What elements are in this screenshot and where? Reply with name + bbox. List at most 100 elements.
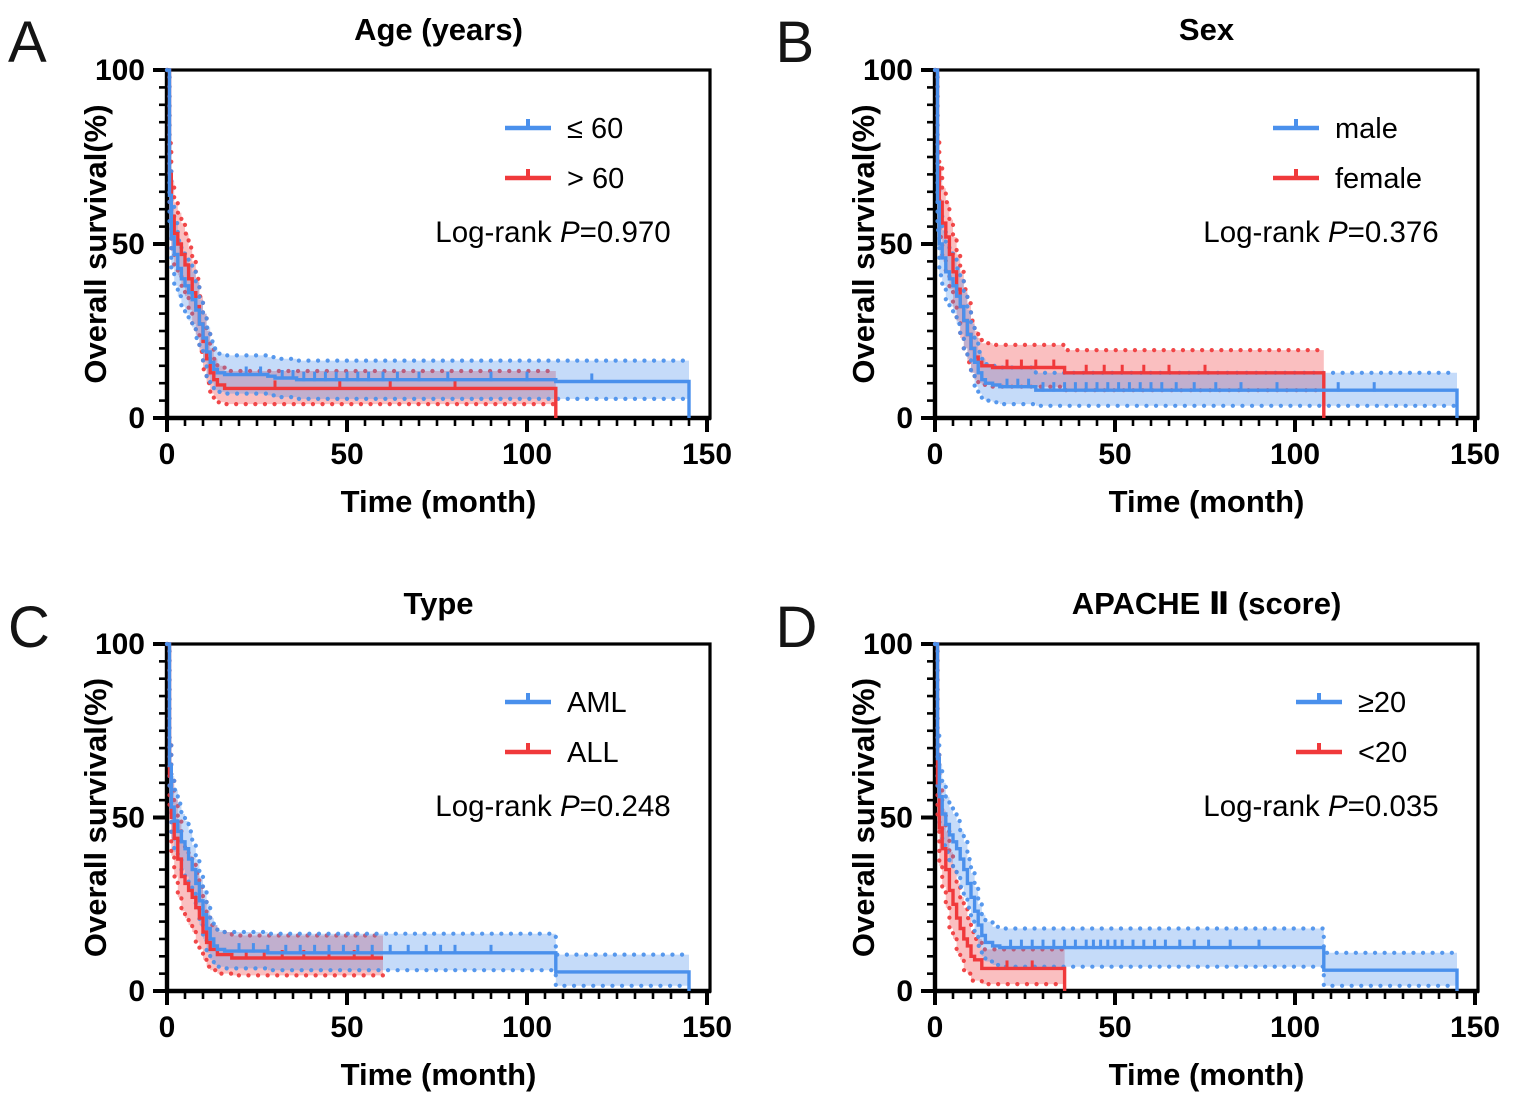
log-rank-annotation: Log-rank P=0.376 <box>1203 216 1438 249</box>
y-tick-label: 100 <box>95 54 145 87</box>
km-curve-red <box>167 68 558 418</box>
legend: AML ALL <box>505 687 627 769</box>
y-tick-label: 100 <box>862 54 912 87</box>
y-tick-label: 0 <box>128 402 145 435</box>
panel-letter-d: D <box>775 594 818 660</box>
censor-ticks-blue <box>1008 939 1260 949</box>
y-tick-label: 0 <box>896 402 913 435</box>
legend-label: male <box>1335 113 1398 145</box>
log-rank-annotation: Log-rank P=0.035 <box>1203 790 1438 823</box>
legend-label: <20 <box>1358 737 1407 769</box>
axis-ticks <box>920 641 1477 1005</box>
km-curve-blue <box>934 641 1459 991</box>
legend: male female <box>1272 113 1422 195</box>
legend-label: ≤ 60 <box>567 113 623 145</box>
ci-band-blue <box>934 70 1457 406</box>
censor-ticks-blue <box>244 366 594 383</box>
km-curve-red <box>167 641 383 960</box>
x-tick-label: 100 <box>1269 1011 1319 1044</box>
y-tick-label: 0 <box>128 975 145 1008</box>
y-tick-label: 100 <box>95 628 145 661</box>
legend: ≥20 <20 <box>1295 687 1407 769</box>
x-axis-label: Time (month) <box>341 1057 537 1092</box>
y-tick-label: 100 <box>862 628 912 661</box>
km-curve-blue <box>167 68 691 418</box>
ci-upper-dotted-blue <box>932 641 1459 955</box>
ci-upper-dotted-red <box>932 67 1326 353</box>
x-tick-label: 100 <box>1269 438 1319 471</box>
x-axis-label: Time (month) <box>1108 1057 1304 1092</box>
legend: ≤ 60 > 60 <box>505 113 624 195</box>
panel-apache: D 0 50 100 150 0 50 100 Time (month) Overall sur… <box>768 547 1535 1093</box>
panel-letter-b: B <box>775 10 815 75</box>
y-tick-label: 50 <box>879 228 912 261</box>
x-tick-label: 0 <box>926 1011 943 1044</box>
ci-band-blue <box>167 70 689 399</box>
km-curve-red <box>934 641 1066 991</box>
ci-lower-dotted-red <box>932 641 1067 986</box>
log-rank-annotation: Log-rank P=0.970 <box>435 216 670 249</box>
panel-title: Sex <box>1178 12 1234 47</box>
km-plot-age: 0 50 100 150 0 50 100 Time (month) Overall survi… <box>78 12 732 519</box>
legend-label: AML <box>567 687 627 719</box>
axis-ticks <box>153 68 709 432</box>
km-curve-blue <box>167 641 691 991</box>
km-plot-type: 0 50 100 150 0 50 100 Time (month) Overall survi… <box>78 586 732 1092</box>
panel-title: Type <box>403 586 473 621</box>
ci-upper-dotted-red <box>164 67 558 374</box>
x-tick-label: 150 <box>1449 438 1499 471</box>
panel-sex: B 0 50 100 150 0 50 100 Time (month) Overall sur… <box>768 0 1535 546</box>
x-tick-label: 100 <box>502 1011 552 1044</box>
legend-label: > 60 <box>567 163 624 195</box>
censor-ticks-blue <box>237 942 493 954</box>
x-axis-label: Time (month) <box>1108 484 1304 519</box>
ci-lower-dotted-blue <box>164 67 692 401</box>
x-tick-label: 50 <box>330 1011 363 1044</box>
panel-title: Age (years) <box>354 12 523 47</box>
ci-lower-dotted-red <box>164 641 386 977</box>
x-tick-label: 150 <box>682 1011 732 1044</box>
x-tick-label: 0 <box>926 438 943 471</box>
x-tick-label: 0 <box>159 438 176 471</box>
x-tick-label: 50 <box>330 438 363 471</box>
panel-title: APACHE Ⅱ (score) <box>1071 586 1341 621</box>
ci-band-blue <box>934 643 1457 986</box>
panel-letter-c: C <box>8 594 50 660</box>
censor-ticks-blue <box>1005 378 1376 392</box>
panel-type: C 0 50 100 150 0 50 100 Time (month) Overall sur… <box>0 547 767 1093</box>
panel-age: A 0 50 100 150 0 50 100 Time (month) Overall sur… <box>0 0 767 546</box>
x-tick-label: 50 <box>1098 1011 1131 1044</box>
axis-ticks <box>920 68 1477 432</box>
x-tick-label: 50 <box>1098 438 1131 471</box>
km-plot-sex: 0 50 100 150 0 50 100 Time (month) Overall survi… <box>846 12 1500 519</box>
y-axis-label: Overall survival(%) <box>846 104 881 383</box>
legend-label: ALL <box>567 737 619 769</box>
y-axis-label: Overall survival(%) <box>78 104 113 383</box>
ci-band-red <box>167 643 383 975</box>
censor-ticks-red <box>273 380 457 390</box>
legend-label: female <box>1335 163 1422 195</box>
y-tick-label: 50 <box>112 801 145 834</box>
ci-upper-dotted-blue <box>164 641 692 957</box>
ci-upper-dotted-blue <box>164 67 692 363</box>
x-tick-label: 150 <box>682 438 732 471</box>
ci-lower-dotted-blue <box>932 67 1459 408</box>
x-tick-label: 0 <box>159 1011 176 1044</box>
legend-label: ≥20 <box>1358 687 1406 719</box>
censor-ticks-red <box>1005 359 1206 375</box>
panel-letter-a: A <box>8 10 47 75</box>
x-tick-label: 100 <box>502 438 552 471</box>
y-axis-label: Overall survival(%) <box>78 677 113 956</box>
censor-ticks-red <box>1005 959 1034 970</box>
x-axis-label: Time (month) <box>341 484 537 519</box>
y-tick-label: 0 <box>896 975 913 1008</box>
y-tick-label: 50 <box>879 801 912 834</box>
log-rank-annotation: Log-rank P=0.248 <box>435 790 670 823</box>
y-axis-label: Overall survival(%) <box>846 677 881 956</box>
axis-ticks <box>153 641 709 1005</box>
y-tick-label: 50 <box>112 228 145 261</box>
km-plot-apache: 0 50 100 150 0 50 100 Time (month) Overall survi… <box>846 586 1500 1092</box>
km-curve-blue <box>934 68 1459 418</box>
x-tick-label: 150 <box>1449 1011 1499 1044</box>
